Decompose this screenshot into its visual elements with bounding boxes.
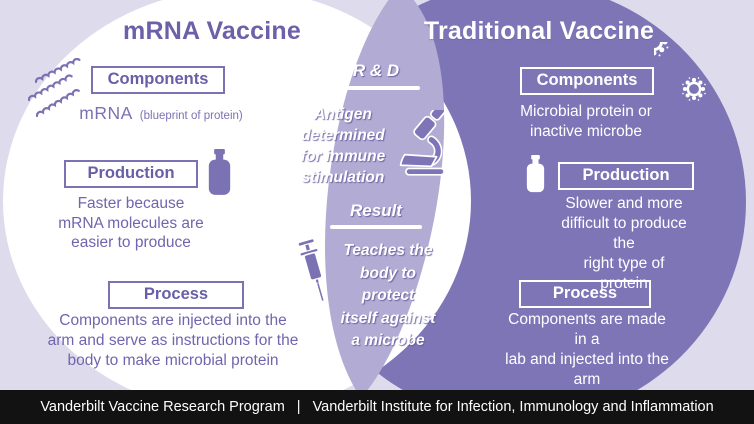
mrna-components-text: mRNA (blueprint of protein): [79, 103, 242, 124]
production-text-right: Slower and more difficult to produce the…: [561, 195, 687, 292]
process-heading-left: Process: [108, 281, 244, 309]
vaccine-vial-icon: [208, 149, 231, 195]
production-text-left: Faster because mRNA molecules are easier…: [58, 195, 204, 251]
microscope-icon: [399, 110, 446, 176]
footer-institute: Vanderbilt Institute for Infection, Immu…: [312, 399, 714, 415]
mrna-note: (blueprint of protein): [139, 110, 243, 122]
footer-bar: Vanderbilt Vaccine Research Program | Va…: [0, 390, 754, 424]
result-text: Teaches the body to protect itself again…: [340, 242, 436, 349]
virus-icon: [654, 42, 708, 103]
footer-program: Vanderbilt Vaccine Research Program: [40, 399, 285, 415]
result-underline: [330, 225, 422, 229]
components-text-right: Microbial protein or inactive microbe: [520, 103, 652, 140]
vaccine-vial-icon: [526, 155, 545, 193]
mrna-term: mRNA: [79, 103, 133, 123]
footer-divider: |: [296, 399, 301, 415]
mrna-strands-icon: [27, 58, 81, 118]
components-heading-right: Components: [520, 67, 654, 95]
process-text-left: Components are injected into the arm and…: [47, 312, 299, 369]
process-heading-right: Process: [519, 280, 651, 308]
overlap-lens: [325, 0, 445, 398]
mrna-vaccine-title: mRNA Vaccine: [123, 17, 301, 45]
production-heading-left: Production: [64, 160, 198, 188]
rd-underline: [332, 86, 420, 90]
components-heading-left: Components: [91, 66, 225, 94]
traditional-vaccine-title: Traditional Vaccine: [423, 17, 655, 45]
syringe-icon: [297, 238, 324, 301]
rd-heading: R & D: [352, 61, 400, 80]
result-heading: Result: [350, 201, 402, 220]
production-heading-right: Production: [558, 162, 694, 190]
rd-text: Antigen determined for immune stimulatio…: [300, 106, 386, 186]
